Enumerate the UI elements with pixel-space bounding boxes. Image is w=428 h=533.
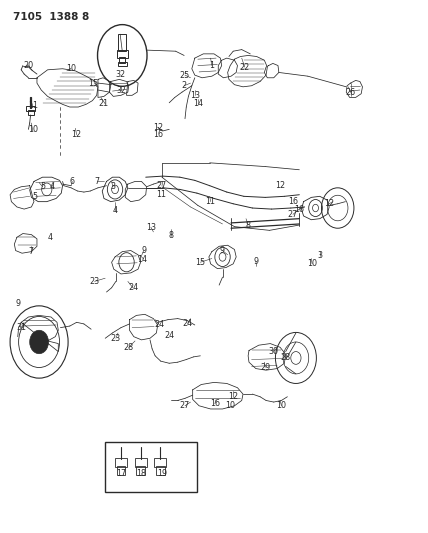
Text: 14: 14 [137,255,147,263]
Text: 11: 11 [156,190,166,199]
Text: 12: 12 [324,199,334,208]
Text: 20: 20 [24,61,33,70]
Text: 5: 5 [40,182,45,191]
Text: 29: 29 [260,363,270,372]
Text: 4: 4 [49,182,54,191]
Text: 28: 28 [124,343,134,352]
Text: 17: 17 [116,470,126,478]
Circle shape [30,330,48,354]
Text: 8: 8 [169,231,174,240]
Bar [156,466,164,475]
Text: 24: 24 [164,331,174,340]
Text: 7: 7 [94,177,99,186]
Text: 16: 16 [288,197,298,206]
Bar [117,466,125,475]
Text: 24: 24 [182,319,193,328]
Text: 9: 9 [15,299,20,308]
Text: 19: 19 [157,470,167,478]
Text: 16: 16 [154,130,163,139]
Text: 3: 3 [110,182,116,191]
Text: 12: 12 [275,181,285,190]
Text: 25: 25 [180,70,190,79]
Text: 7: 7 [29,247,34,256]
Text: 15: 15 [195,258,205,266]
Text: 2: 2 [181,81,187,90]
Bar [27,110,33,115]
Text: 8: 8 [246,221,251,230]
Bar [118,62,127,66]
Text: 31: 31 [16,323,26,332]
Text: 12: 12 [228,392,238,401]
Text: 9: 9 [253,257,259,265]
Text: 11: 11 [28,101,38,110]
Bar [105,442,197,492]
Text: 4: 4 [113,206,118,215]
Text: 32: 32 [116,85,126,94]
Text: 23: 23 [111,334,121,343]
Bar [119,34,126,51]
Text: 27: 27 [180,401,190,410]
Text: 16: 16 [294,205,304,214]
Text: 14: 14 [193,99,203,108]
Bar [117,50,128,58]
Text: 26: 26 [345,87,356,96]
Bar [119,57,125,63]
Text: 13: 13 [190,91,200,100]
Text: 24: 24 [128,283,138,292]
Text: 32: 32 [115,70,125,78]
Text: 13: 13 [146,223,156,232]
Bar [154,458,166,467]
Text: 12: 12 [71,130,82,139]
Bar [137,466,145,475]
Text: 28: 28 [281,353,291,362]
Text: 30: 30 [269,347,279,356]
Text: 16: 16 [210,399,220,408]
Text: 21: 21 [99,99,109,108]
Text: 27: 27 [288,210,298,219]
Text: 9: 9 [220,246,225,255]
Text: 24: 24 [155,320,164,329]
Text: 10: 10 [66,64,76,72]
Text: 22: 22 [240,63,250,71]
Text: 4: 4 [47,233,52,242]
Text: 15: 15 [89,78,99,87]
Text: 10: 10 [307,260,317,268]
Text: 7105  1388 8: 7105 1388 8 [14,12,90,22]
Text: 9: 9 [141,246,146,255]
Bar [135,458,147,467]
Text: 5: 5 [32,192,37,201]
Text: 10: 10 [276,401,286,410]
Text: 11: 11 [205,197,216,206]
Text: 27: 27 [157,181,167,190]
Text: 23: 23 [89,277,100,286]
Text: 12: 12 [154,123,163,132]
Text: 10: 10 [28,125,38,134]
Text: 3: 3 [317,252,322,260]
Text: 10: 10 [225,401,235,410]
Text: 1: 1 [209,61,214,70]
Bar [115,458,127,467]
Text: 18: 18 [137,470,146,478]
Text: 6: 6 [70,177,75,186]
Bar [26,107,35,111]
